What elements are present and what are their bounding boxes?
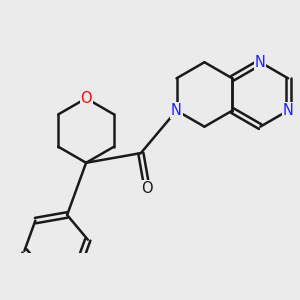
Text: N: N: [283, 103, 294, 118]
Text: O: O: [80, 91, 92, 106]
Text: O: O: [141, 181, 153, 196]
Text: N: N: [255, 55, 266, 70]
Text: N: N: [171, 103, 182, 118]
